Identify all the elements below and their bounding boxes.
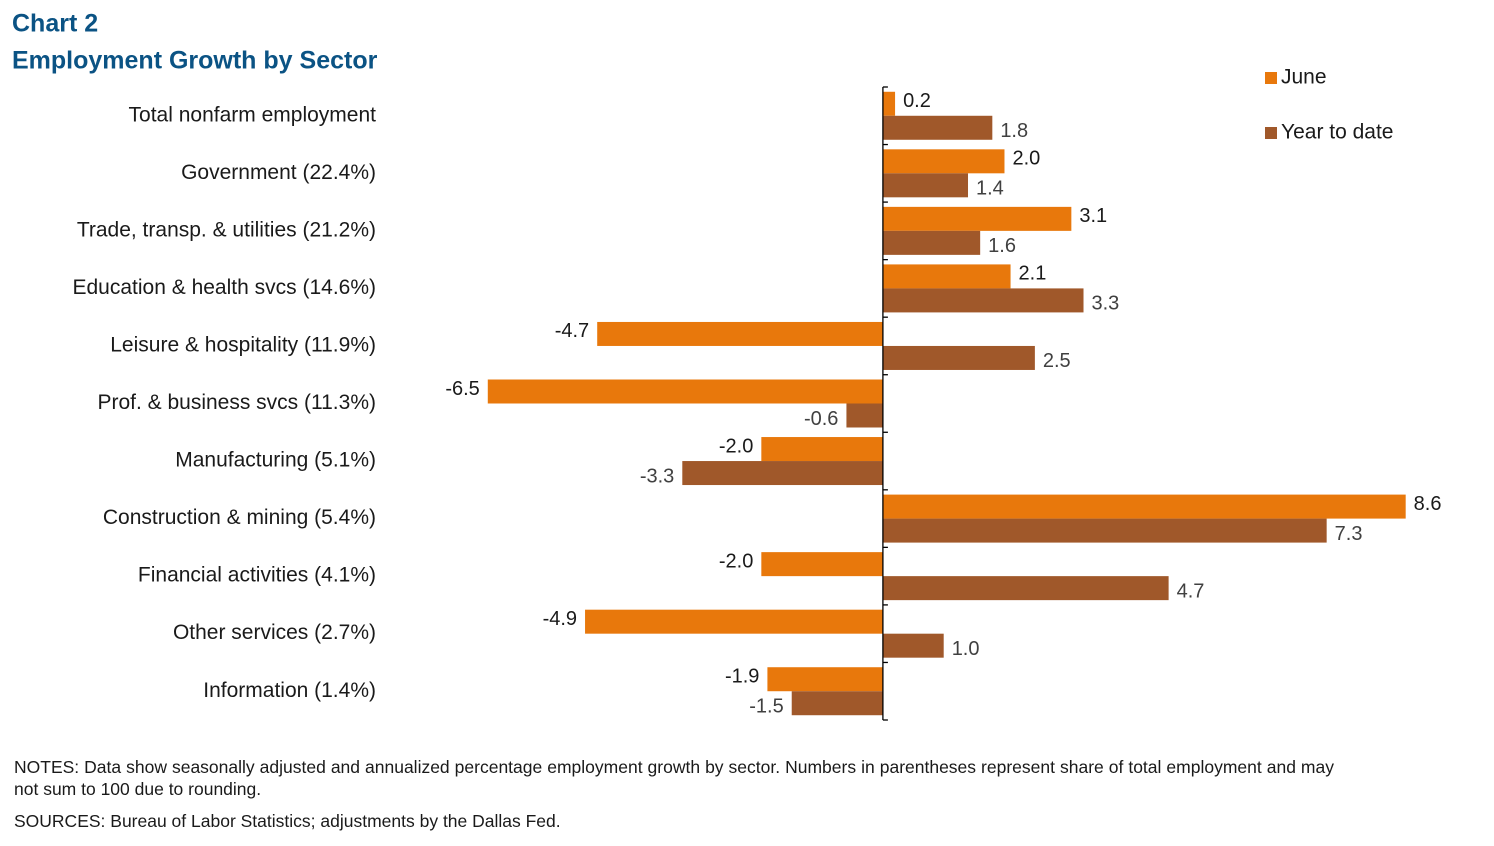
value-label: 1.4 [976,178,1004,200]
value-label: 2.0 [1012,148,1040,170]
value-label: -4.9 [543,608,577,630]
value-label: 7.3 [1335,523,1363,545]
value-label: 4.7 [1177,580,1205,602]
bar [761,552,883,577]
bar [882,288,1084,313]
value-label: 1.8 [1000,120,1028,142]
bar [846,403,883,428]
category-label: Manufacturing (5.1%) [175,449,376,472]
value-label: 2.5 [1043,350,1071,372]
bar [882,576,1169,601]
category-label: Financial activities (4.1%) [138,564,376,587]
category-label: Construction & mining (5.4%) [103,506,376,529]
category-label: Total nonfarm employment [129,103,377,126]
value-label: -0.6 [804,408,838,430]
chart-subtitle: Employment Growth by Sector [12,47,378,75]
bar [882,230,981,255]
value-label: 1.0 [952,638,980,660]
value-label: -4.7 [555,320,589,342]
notes: NOTES: Data show seasonally adjusted and… [14,757,1334,799]
bar [767,667,883,692]
bar [882,173,969,198]
bar [682,461,883,486]
value-label: -1.5 [749,696,783,718]
category-label: Prof. & business svcs (11.3%) [97,391,376,414]
legend-swatch [1265,127,1277,139]
legend-label: Year to date [1281,121,1394,144]
value-label: 0.2 [903,90,931,112]
bar [882,494,1406,519]
bar [791,691,883,716]
category-label: Other services (2.7%) [173,621,376,644]
bar [761,437,883,462]
value-label: -3.3 [640,465,674,487]
value-label: 1.6 [988,235,1016,257]
category-label: Education & health svcs (14.6%) [73,276,377,299]
value-label: 3.1 [1079,205,1107,227]
value-label: 8.6 [1414,493,1442,515]
category-label: Leisure & hospitality (11.9%) [110,334,376,357]
value-label: 2.1 [1019,263,1047,285]
value-label: 3.3 [1092,293,1120,315]
value-label: -6.5 [445,378,479,400]
bar [585,609,883,634]
legend-label: June [1281,66,1327,89]
bar [882,149,1005,174]
bar [597,321,883,346]
bar [882,518,1327,543]
bar [882,633,944,658]
category-label: Government (22.4%) [181,161,376,184]
value-label: -2.0 [719,550,753,572]
bar [882,206,1072,231]
chart-title: Chart 2 [12,10,98,38]
sources: SOURCES: Bureau of Labor Statistics; adj… [14,811,561,831]
category-label: Information (1.4%) [203,679,376,702]
category-label: Trade, transp. & utilities (21.2%) [77,218,376,241]
bar [487,379,883,404]
value-label: -2.0 [719,435,753,457]
value-label: -1.9 [725,666,759,688]
bar [882,345,1035,370]
bar [882,115,993,140]
legend-swatch [1265,72,1277,84]
bar [882,264,1011,289]
bar [882,91,896,116]
